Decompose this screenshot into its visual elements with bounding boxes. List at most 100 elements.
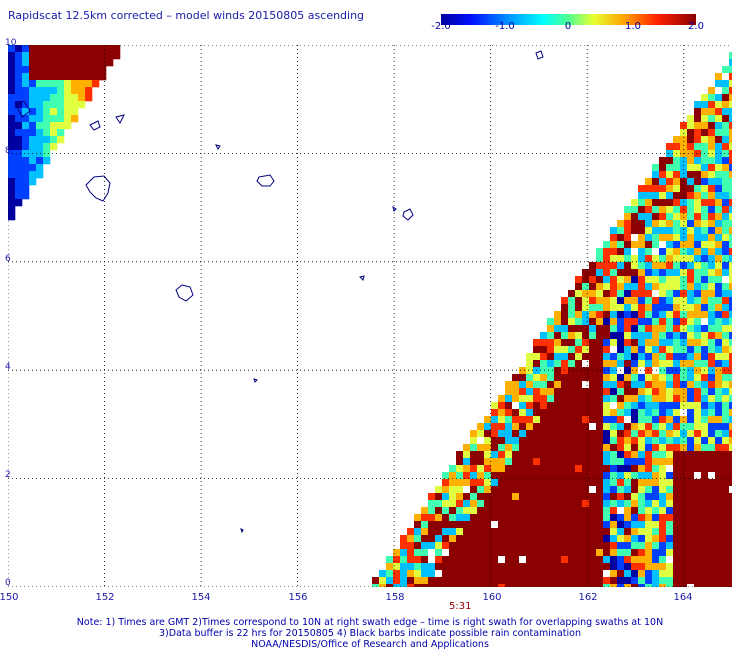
wind-cell [512, 479, 520, 487]
wind-cell [512, 465, 520, 473]
wind-cell [372, 577, 380, 585]
wind-cell [547, 388, 555, 396]
colorbar-gradient [441, 14, 696, 25]
wind-cell [617, 451, 625, 459]
wind-cell [701, 311, 709, 319]
wind-cell [421, 521, 429, 529]
wind-cell [652, 304, 660, 312]
x-tick-label: 158 [385, 592, 405, 603]
wind-cell [694, 122, 702, 130]
wind-cell [561, 521, 569, 529]
wind-cell [624, 542, 632, 550]
wind-cell [582, 556, 590, 564]
wind-cell [43, 59, 51, 67]
island-outline [535, 50, 544, 60]
wind-cell [575, 395, 583, 403]
wind-cell [715, 416, 723, 424]
colorbar-tick: -1.0 [495, 21, 515, 32]
wind-cell [645, 178, 653, 186]
wind-cell [22, 115, 30, 123]
wind-cell [78, 59, 86, 67]
wind-cell [575, 290, 583, 298]
wind-cell [505, 493, 513, 501]
wind-cell [526, 360, 534, 368]
wind-cell [722, 437, 730, 445]
wind-cell [631, 311, 639, 319]
wind-cell [687, 136, 695, 144]
wind-cell [491, 542, 499, 550]
wind-cell [722, 220, 730, 228]
wind-cell [71, 94, 79, 102]
wind-cell [519, 500, 527, 508]
wind-cell [589, 381, 597, 389]
wind-cell [701, 248, 709, 256]
wind-cell [659, 199, 667, 207]
wind-cell [603, 444, 611, 452]
wind-cell [680, 500, 688, 508]
wind-cell [547, 493, 555, 501]
wind-cell [561, 409, 569, 417]
wind-cell [78, 73, 86, 81]
wind-cell [22, 143, 30, 151]
island-outline [85, 175, 111, 202]
wind-cell [92, 80, 100, 88]
wind-cell [582, 269, 590, 277]
wind-cell [505, 535, 513, 543]
wind-cell [687, 500, 695, 508]
wind-cell [470, 444, 478, 452]
wind-cell [526, 500, 534, 508]
wind-cell [652, 339, 660, 347]
wind-cell [491, 521, 499, 529]
wind-cell [71, 59, 79, 67]
wind-cell [666, 395, 674, 403]
wind-cell [8, 52, 16, 60]
wind-cell [694, 549, 702, 557]
wind-cell [540, 479, 548, 487]
wind-cell [449, 570, 457, 578]
wind-cell [652, 213, 660, 221]
wind-cell [729, 332, 732, 340]
wind-cell [547, 318, 555, 326]
wind-cell [687, 192, 695, 200]
wind-cell [631, 206, 639, 214]
wind-cell [582, 570, 590, 578]
wind-cell [708, 549, 716, 557]
wind-cell [456, 451, 464, 459]
wind-cell [540, 577, 548, 585]
wind-cell [694, 311, 702, 319]
wind-cell [575, 360, 583, 368]
wind-cell [106, 45, 114, 53]
wind-cell [645, 472, 653, 480]
wind-cell [589, 388, 597, 396]
wind-cell [8, 171, 16, 179]
wind-cell [687, 465, 695, 473]
wind-cell [610, 339, 618, 347]
wind-cell [645, 381, 653, 389]
wind-cell [687, 311, 695, 319]
wind-cell [666, 213, 674, 221]
wind-cell [617, 416, 625, 424]
wind-cell [540, 507, 548, 515]
map-canvas [8, 45, 732, 587]
wind-cell [421, 507, 429, 515]
wind-cell [701, 528, 709, 536]
wind-cell [603, 479, 611, 487]
wind-cell [8, 199, 16, 207]
wind-cell [652, 318, 660, 326]
wind-cell [512, 444, 520, 452]
wind-cell [645, 185, 653, 193]
wind-cell [43, 108, 51, 116]
wind-cell [631, 346, 639, 354]
wind-cell [603, 318, 611, 326]
wind-cell [463, 465, 471, 473]
wind-cell [715, 241, 723, 249]
wind-cell [617, 486, 625, 494]
wind-cell [701, 416, 709, 424]
wind-cell [638, 199, 646, 207]
wind-cell [57, 129, 65, 137]
wind-cell [666, 374, 674, 382]
wind-cell [589, 458, 597, 466]
wind-cell [526, 479, 534, 487]
wind-cell [575, 507, 583, 515]
wind-cell [722, 171, 730, 179]
